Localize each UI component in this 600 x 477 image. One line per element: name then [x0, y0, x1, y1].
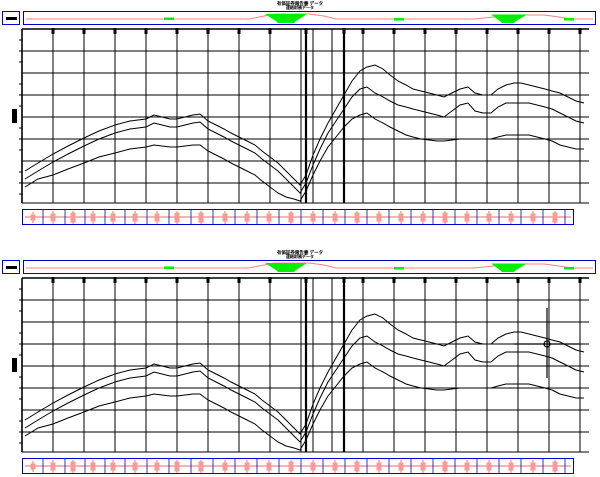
panel-b-title-sub: 連結財務データ: [286, 254, 314, 259]
panel-a-y-value-marker: [12, 109, 17, 123]
panel-a-indicator-track[interactable]: [22, 209, 574, 225]
navigator-marker-5[interactable]: [564, 267, 574, 270]
chart-panel-b: 有価証券報告書 データ 連結財務データ: [0, 239, 600, 477]
panel-b-navigator[interactable]: [0, 258, 600, 276]
navigator-tag-bar-icon: [6, 266, 17, 269]
navigator-marker-4[interactable]: [491, 263, 527, 273]
panel-b-y-value-marker: [12, 358, 17, 372]
panel-b-navigator-tag[interactable]: [2, 260, 20, 274]
navigator-marker-2[interactable]: [265, 14, 307, 23]
panel-a-plot-svg[interactable]: [0, 27, 600, 205]
panel-a-indicator-strip[interactable]: [0, 206, 600, 228]
panel-b-indicator-graph: [25, 459, 571, 473]
chart-panel-a: 有価証券報告書 データ 連結財務データ: [0, 0, 600, 238]
panel-a-indicator-graph: [25, 210, 571, 224]
panel-b-navigator-track[interactable]: [23, 260, 596, 274]
panel-a-title-main: 有価証券報告書 データ: [276, 1, 324, 6]
panel-a-navigator-graph: [26, 13, 593, 24]
navigator-tag-bar-icon: [6, 17, 17, 20]
navigator-marker-3[interactable]: [394, 18, 404, 21]
panel-b-plot-svg[interactable]: [0, 276, 600, 454]
panel-a-title-sub: 連結財務データ: [286, 5, 314, 10]
crosshair-cursor: [514, 308, 580, 378]
panel-a-navigator-track[interactable]: [23, 11, 596, 25]
panel-b-navigator-graph: [26, 262, 593, 273]
panel-a-plot[interactable]: [0, 27, 600, 205]
navigator-marker-3[interactable]: [394, 267, 404, 270]
navigator-marker-4[interactable]: [491, 14, 527, 24]
panel-b-indicator-track[interactable]: [22, 458, 574, 474]
panel-b-plot[interactable]: [0, 276, 600, 454]
panel-a-navigator-tag[interactable]: [2, 11, 20, 25]
navigator-marker-1[interactable]: [164, 17, 174, 21]
panel-a-navigator[interactable]: [0, 9, 600, 27]
panel-b-title-main: 有価証券報告書 データ: [276, 250, 324, 255]
navigator-marker-2[interactable]: [265, 263, 307, 272]
panel-b-indicator-strip[interactable]: [0, 455, 600, 477]
panel-a-title-block: 有価証券報告書 データ 連結財務データ: [0, 1, 600, 11]
navigator-marker-5[interactable]: [564, 18, 574, 21]
panel-b-title-block: 有価証券報告書 データ 連結財務データ: [0, 250, 600, 260]
navigator-marker-1[interactable]: [164, 266, 174, 270]
